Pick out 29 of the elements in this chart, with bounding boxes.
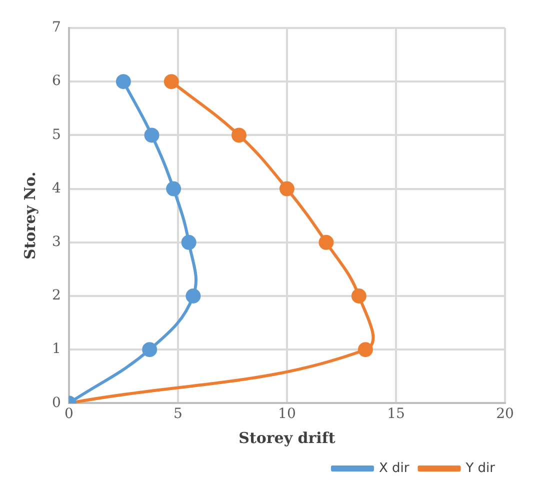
point — [279, 181, 294, 196]
point — [164, 74, 179, 90]
y-tick-label: 7 — [52, 20, 61, 36]
point — [231, 128, 246, 143]
point — [166, 181, 182, 196]
x-tick-label: 10 — [278, 406, 296, 422]
y-tick-label: 3 — [52, 234, 61, 250]
y-tick-label: 5 — [52, 126, 61, 143]
point — [351, 288, 366, 304]
x-tick-label: 20 — [496, 406, 514, 422]
point — [181, 234, 196, 250]
legend-label: X dir — [378, 460, 410, 476]
y-tick-label: 0 — [52, 394, 61, 411]
point — [142, 342, 158, 358]
x-tick-label: 0 — [64, 406, 74, 422]
point — [318, 234, 334, 250]
point — [358, 342, 373, 358]
point — [186, 288, 201, 304]
y-axis-title: Storey No. — [20, 172, 39, 260]
y-tick-label: 2 — [52, 288, 61, 304]
legend-label: Y dir — [464, 460, 496, 476]
point — [116, 74, 131, 90]
y-tick-label: 6 — [52, 73, 61, 90]
x-tick-label: 5 — [173, 406, 182, 422]
point — [144, 128, 160, 143]
y-tick-label: 1 — [52, 341, 61, 358]
x-tick-label: 15 — [387, 406, 405, 422]
y-tick-label: 4 — [52, 180, 61, 196]
x-axis-title: Storey drift — [238, 428, 336, 447]
